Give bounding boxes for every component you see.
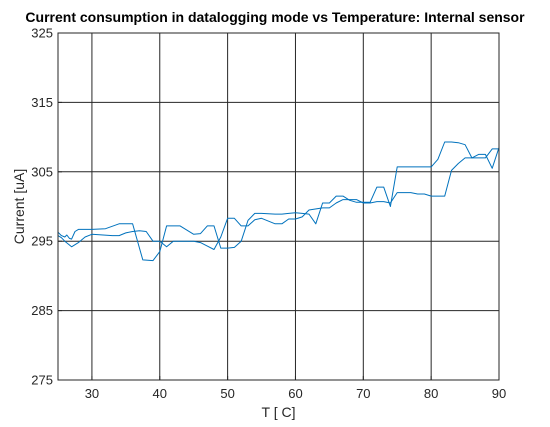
y-axis-label: Current [uA] xyxy=(11,169,27,244)
series-line-2 xyxy=(57,147,500,250)
grid xyxy=(58,32,500,381)
y-tick-label: 325 xyxy=(31,26,53,41)
y-tick-label: 295 xyxy=(31,234,53,249)
y-tick-label: 285 xyxy=(31,303,53,318)
series-line-1 xyxy=(57,141,499,262)
x-tick-label: 50 xyxy=(220,386,234,401)
tick-labels: 30 40 50 60 70 80 90 275 285 295 305 315 325 xyxy=(31,26,506,402)
x-axis-label: T [ C] xyxy=(262,404,296,420)
series-layer xyxy=(57,141,500,262)
plot-frame xyxy=(57,32,500,381)
x-tick-label: 90 xyxy=(492,386,506,401)
chart-title: Current consumption in datalogging mode … xyxy=(25,9,525,25)
y-tick-label: 305 xyxy=(31,164,53,179)
x-tick-label: 30 xyxy=(85,386,99,401)
x-tick-label: 70 xyxy=(356,386,370,401)
y-tick-label: 315 xyxy=(31,95,53,110)
x-tick-label: 40 xyxy=(153,386,167,401)
x-tick-label: 80 xyxy=(424,386,438,401)
x-tick-label: 60 xyxy=(288,386,302,401)
y-tick-label: 275 xyxy=(31,373,53,388)
